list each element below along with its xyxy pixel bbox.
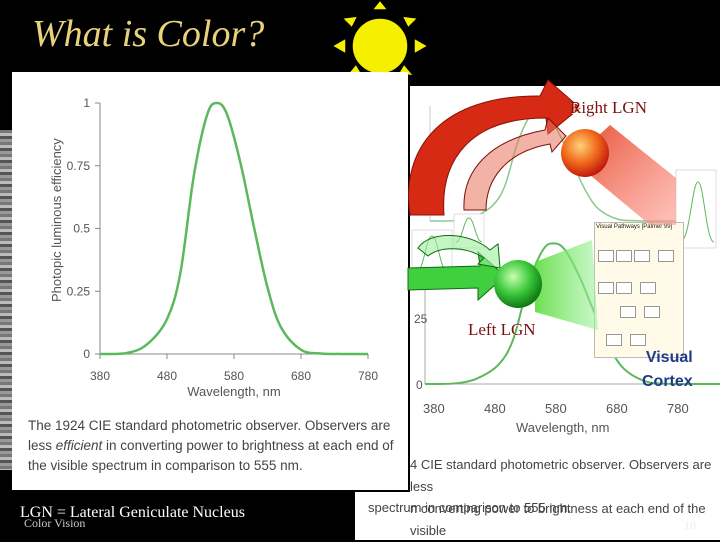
cortex-line: Visual	[645, 349, 693, 366]
red-arrow-outer	[408, 79, 581, 216]
visual-cortex-label: Visual Cortex	[642, 346, 693, 394]
x-tick-label: 780	[358, 369, 378, 383]
y-tick-label: 1	[83, 96, 90, 110]
caption-part: in converting power to brightness at eac…	[28, 438, 394, 473]
caption-part: The 1924 CIE standard photometric observ…	[28, 418, 391, 453]
bg-x-tick: 380	[423, 401, 445, 416]
bg-caption-line: 4 CIE standard photometric observer. Obs…	[410, 457, 712, 494]
chart-y-label: Photopic luminous efficiency	[49, 138, 64, 302]
pathways-title: Visual Pathways [Palmer 99]	[596, 224, 673, 230]
background-curve	[424, 242, 720, 386]
slide-title: What is Color?	[32, 13, 265, 55]
luminous-efficiency-chart: 0 0.25 0.5 0.75 1 380 480 580 680 780 Photopic lu…	[49, 96, 379, 399]
efficiency-curve	[99, 101, 369, 356]
red-arrow-inner	[463, 117, 567, 211]
x-tick-label: 380	[90, 369, 110, 383]
x-tick-label: 680	[291, 369, 311, 383]
left-lgn-label: Left LGN	[468, 320, 536, 339]
bg-x-tick: 480	[484, 401, 506, 416]
y-tick-label: 0.75	[67, 159, 91, 173]
background-caption-panel	[355, 492, 720, 540]
bg-x-tick: 680	[606, 401, 628, 416]
main-chart-panel	[12, 72, 408, 490]
cortex-line: Cortex	[642, 373, 693, 390]
green-beam	[535, 240, 598, 330]
caption-emphasis: efficient	[55, 438, 103, 453]
y-tick-label: 0.5	[73, 222, 90, 236]
bg-x-tick: 780	[667, 401, 689, 416]
x-tick-label: 480	[157, 369, 177, 383]
bg-caption-line: n converting power to brightness at each…	[410, 501, 706, 538]
y-tick-label: 0.25	[67, 284, 91, 298]
green-arrow-inner	[417, 235, 501, 269]
background-caption: 4 CIE standard photometric observer. Obs…	[410, 454, 716, 542]
chart-x-label: Wavelength, nm	[187, 384, 280, 399]
page-number: 10	[684, 518, 696, 532]
left-lgn-sphere	[494, 260, 542, 308]
bg-x-tick: 580	[545, 401, 567, 416]
bg-y-tick: 25	[414, 312, 428, 326]
bg-x-label: Wavelength, nm	[516, 420, 610, 435]
x-tick-label: 580	[224, 369, 244, 383]
bg-caption-line: spectrum in comparison to 555 nm.	[368, 500, 572, 515]
bg-y-tick: 0	[416, 378, 423, 392]
footer-text: Color Vision	[24, 516, 86, 530]
background-texture	[0, 130, 14, 470]
right-lgn-sphere	[561, 129, 609, 177]
right-lgn-label: Right LGN	[570, 98, 647, 117]
chart-tick-labels: 0 0.25 0.5 0.75 1 380 480 580 680 780	[67, 96, 379, 383]
y-tick-label: 0	[83, 347, 90, 361]
main-chart-caption: The 1924 CIE standard photometric observ…	[28, 416, 404, 476]
lgn-definition: LGN = Lateral Geniculate Nucleus	[20, 504, 245, 521]
